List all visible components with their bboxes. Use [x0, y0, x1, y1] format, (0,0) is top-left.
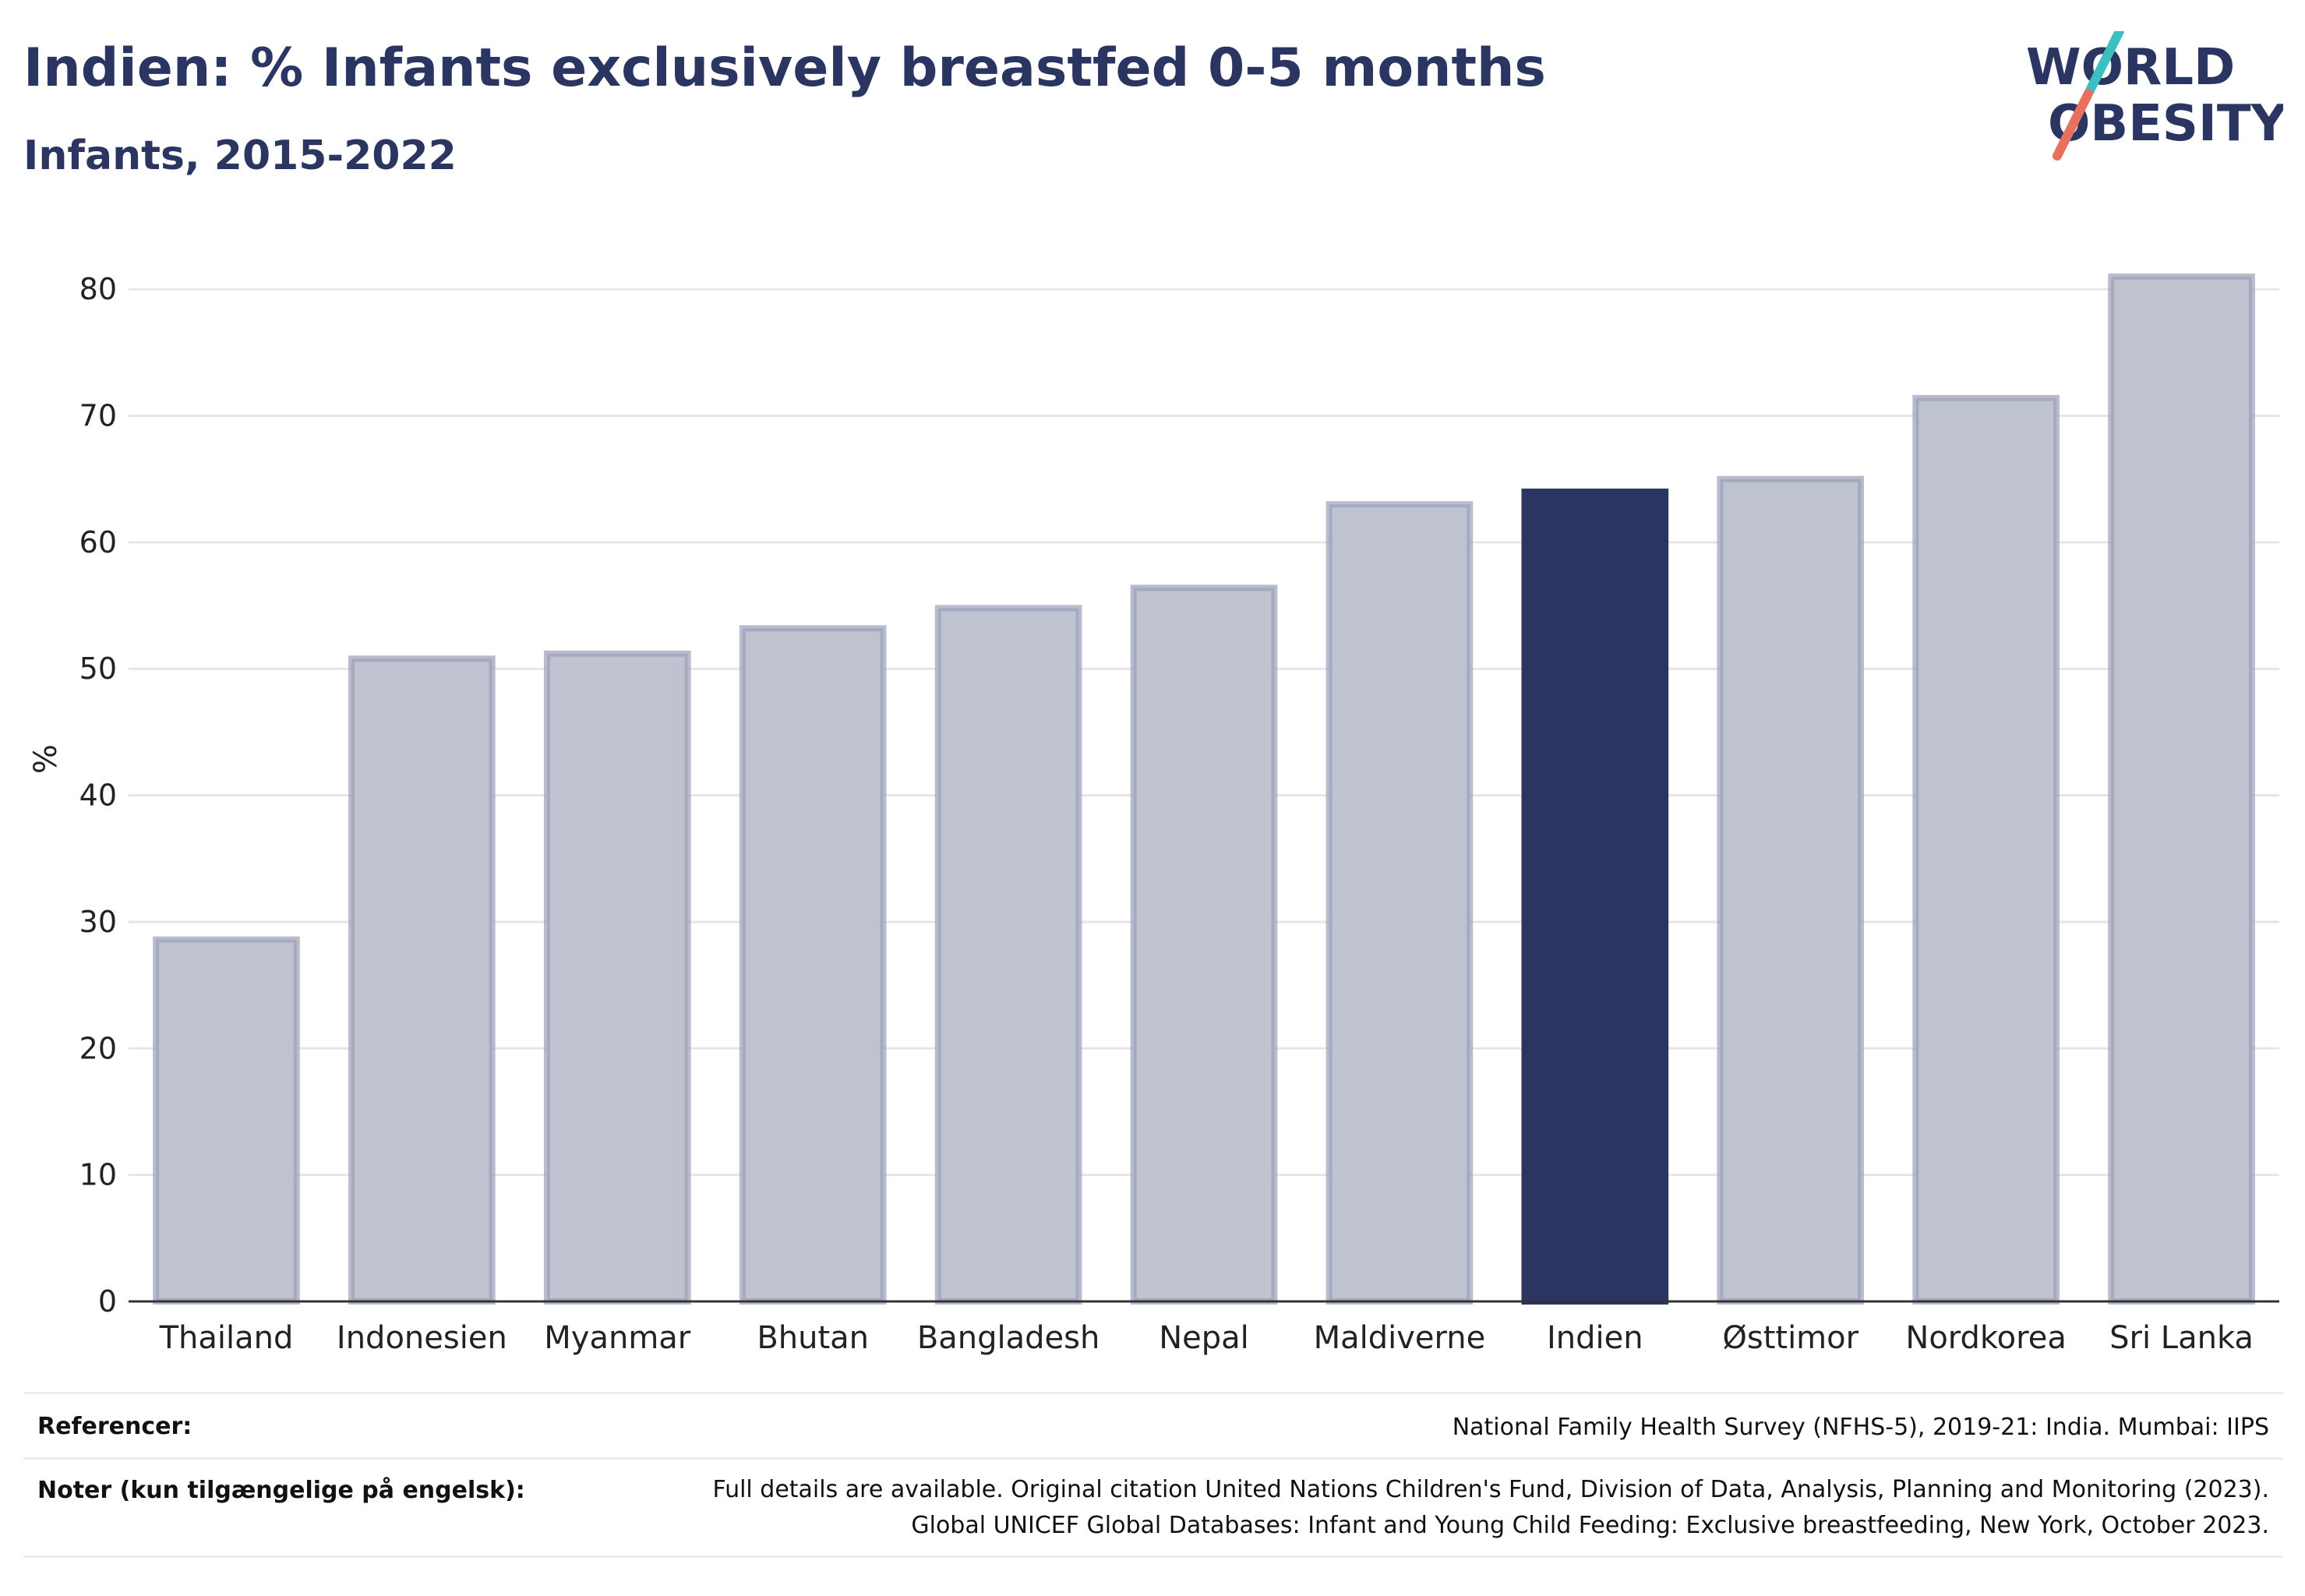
y-axis-label: %: [28, 744, 64, 774]
bar--sttimor: [1717, 475, 1865, 1305]
y-tick-label: 70: [79, 399, 117, 433]
y-tick-label: 50: [79, 651, 117, 686]
bar-maldiverne: [1325, 501, 1474, 1305]
bar-indonesien: [348, 655, 496, 1305]
x-tick-label: Thailand: [159, 1320, 294, 1356]
footer-bottom-rule: [23, 1555, 2283, 1558]
x-tick-label: Indien: [1547, 1320, 1643, 1356]
bar-bhutan: [739, 625, 887, 1305]
notes-label: Noter (kun tilgængelige på engelsk):: [37, 1477, 525, 1504]
y-tick-label: 10: [79, 1158, 117, 1192]
y-tick-label: 80: [79, 272, 117, 306]
notes-text: Full details are available. Original cit…: [712, 1472, 2269, 1544]
references-label: Referencer:: [37, 1413, 192, 1440]
bar-chart: 0 10 20 30 40 50 60 70 80 Thailand Indonesien Myanm…: [28, 272, 2279, 1356]
notes-line-2: Global UNICEF Global Databases: Infant a…: [911, 1512, 2269, 1539]
logo-line1: WORLD: [2026, 39, 2235, 97]
logo-slash-top: [2084, 31, 2124, 98]
y-tick-label: 40: [79, 779, 117, 813]
x-tick-label: Maldiverne: [1314, 1320, 1486, 1356]
chart-title: Indien: % Infants exclusively breastfed …: [23, 37, 1546, 99]
y-tick-label: 30: [79, 905, 117, 939]
chart-subtitle: Infants, 2015-2022: [23, 132, 457, 179]
references-text: National Family Health Survey (NFHS-5), …: [1452, 1414, 2269, 1441]
x-tick-label: Sri Lanka: [2109, 1320, 2254, 1356]
tick-labels: 0 10 20 30 40 50 60 70 80 Thailand Indonesien Myanm…: [79, 272, 2254, 1356]
bar-bangladesh: [934, 605, 1082, 1305]
bar-myanmar: [543, 650, 691, 1305]
bar-nordkorea: [1912, 394, 2060, 1305]
y-tick-label: 60: [79, 525, 117, 560]
notes-line-1: Full details are available. Original cit…: [712, 1476, 2269, 1503]
x-tick-label: Nordkorea: [1905, 1320, 2066, 1356]
world-obesity-logo: WORLD OBESITY: [2026, 31, 2283, 161]
references-row: Referencer: National Family Health Surve…: [23, 1392, 2283, 1458]
x-tick-label: Myanmar: [544, 1320, 691, 1356]
x-tick-label: Østtimor: [1722, 1320, 1858, 1356]
y-tick-label: 20: [79, 1031, 117, 1065]
bar-indien: [1521, 488, 1669, 1305]
bar-sri-lanka: [2108, 273, 2255, 1305]
y-tick-label: 0: [98, 1284, 117, 1319]
bars: [153, 273, 2255, 1305]
bar-thailand: [153, 936, 300, 1305]
logo-slash-bottom: [2053, 89, 2093, 161]
x-tick-label: Bhutan: [757, 1320, 869, 1356]
x-tick-label: Indonesien: [337, 1320, 507, 1356]
x-tick-label: Nepal: [1159, 1320, 1249, 1356]
bar-nepal: [1130, 584, 1278, 1305]
notes-row: Noter (kun tilgængelige på engelsk): Ful…: [23, 1457, 2283, 1558]
x-tick-label: Bangladesh: [917, 1320, 1100, 1356]
